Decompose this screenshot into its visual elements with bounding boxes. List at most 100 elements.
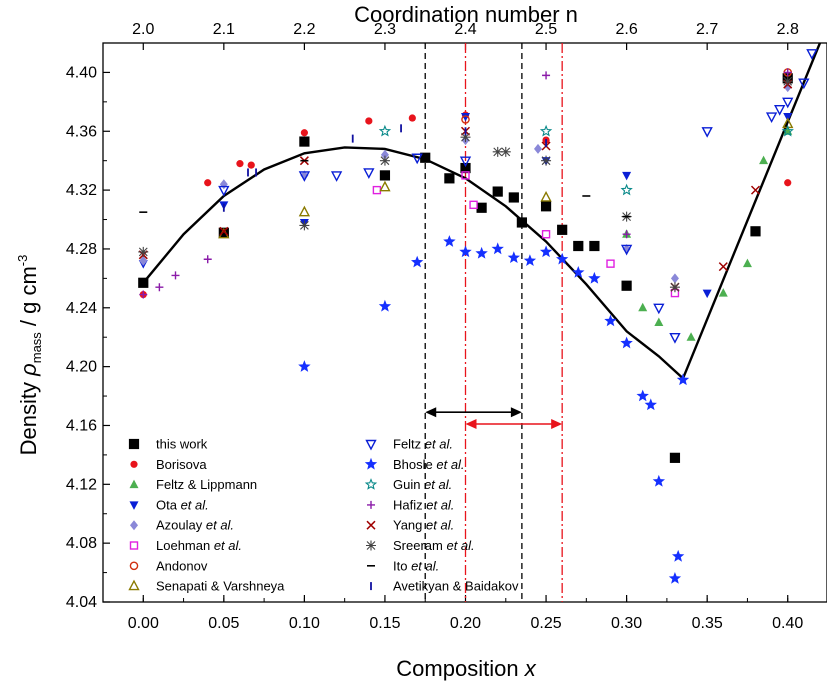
point-bhosle [523,254,537,266]
top-tick-label: 2.0 [132,21,154,38]
point-feltz-lippmann [718,288,728,297]
legend-marker-senapati-varshneya [128,579,140,591]
point-bhosle [572,266,585,278]
x-tick-label: 0.30 [611,615,642,632]
point-bhosle [507,251,520,263]
top-tick-label: 2.7 [696,21,718,38]
point-azoulay [380,149,389,160]
legend-marker-bhosle [364,457,378,470]
legend-label-hafiz: Hafiz et al. [393,497,454,512]
point-feltz-lippmann [759,155,769,165]
y-tick-label: 4.40 [66,64,97,81]
point-feltz [798,78,810,90]
y-tick-label: 4.32 [66,182,97,199]
y-axis-title: Density ρmass / g cm-3 [15,255,44,456]
point-feltz [330,171,343,182]
point-sreeram [669,282,680,293]
legend-marker-this-work [128,438,140,450]
point-feltz [701,127,713,138]
x-tick-label: 0.15 [369,615,400,632]
top-tick-label: 2.6 [615,21,637,38]
point-borisova [236,160,244,168]
legend-label-ito: Ito et al. [393,558,439,573]
point-this-work [508,192,519,203]
point-borisova [247,161,255,169]
point-ota [783,113,793,122]
top-tick-label: 2.1 [213,21,235,38]
point-ota [461,113,470,122]
point-sreeram [782,76,793,87]
point-feltz-lippmann [742,258,752,268]
legend-marker-ota [129,501,139,510]
point-bhosle [378,299,392,312]
point-loehman [469,200,478,210]
point-senapati-varshneya [379,180,391,192]
point-bhosle [298,360,311,372]
range-arrow-head-left [465,419,477,430]
fit-curve-line [681,43,822,379]
legend-label-yang: Yang et al. [393,518,454,533]
point-this-work [540,201,552,212]
legend-marker-feltz-lippmann [129,479,139,489]
point-borisova [784,179,792,187]
range-arrow-head-right [510,407,522,418]
range-arrow-head-left [425,407,437,418]
point-yang [219,226,229,236]
point-bhosle [588,271,601,284]
legend-marker-azoulay [130,520,138,531]
legend: this work Borisova Feltz & Lippmann Ota et … [128,437,519,594]
point-hafiz [622,230,631,239]
point-sreeram [299,220,310,231]
legend-marker-feltz [365,439,377,451]
point-borisova [365,117,373,125]
point-sreeram [541,155,552,166]
point-sreeram [460,132,471,143]
point-loehman [372,185,382,195]
legend-label-borisova: Borisova [156,457,207,472]
legend-label-this-work: this work [156,437,208,452]
x-tick-label: 0.35 [692,615,723,632]
point-feltz [459,156,472,168]
point-feltz [218,185,230,197]
x-tick-label: 0.20 [450,615,481,632]
point-bhosle [644,398,657,411]
point-sreeram [492,146,503,157]
legend-label-sreeram: Sreeram et al. [393,538,475,553]
chart-marks: 0.00 0.05 0.10 0.15 0.20 0.25 0.30 0.35 0.40 2.0 2… [66,21,827,632]
range-arrow-head-right [551,419,563,430]
point-andonov [461,115,470,124]
point-this-work [557,224,568,235]
point-this-work [750,226,761,237]
y-tick-label: 4.36 [66,123,97,140]
point-sreeram [379,155,390,166]
point-borisova [300,129,308,137]
point-this-work [516,217,527,228]
point-feltz [411,153,423,165]
legend-marker-andonov [129,561,139,571]
point-feltz-lippmann [638,302,648,312]
legend-label-andonov: Andonov [156,558,208,573]
x-tick-label: 0.10 [289,615,320,632]
point-bhosle [539,245,553,258]
x-tick-label: 0.00 [128,615,159,632]
legend-marker-borisova [130,460,138,468]
point-feltz [653,303,665,315]
point-bhosle [636,389,649,402]
point-this-work [476,202,487,213]
plot-area [138,43,822,602]
top-axis-title-text: Coordination number n [354,2,578,27]
point-azoulay [670,273,679,284]
point-yang [718,262,728,272]
point-hafiz [203,255,212,264]
top-tick-label: 2.2 [293,21,315,38]
legend-label-azoulay: Azoulay et al. [156,518,234,533]
point-loehman [461,171,470,180]
point-hafiz [783,68,792,77]
point-bhosle [672,549,685,562]
point-azoulay [139,255,148,266]
point-feltz [298,171,311,182]
point-bhosle [668,572,682,584]
point-this-work [492,186,503,197]
point-this-work [299,136,310,147]
point-hafiz [542,71,551,80]
